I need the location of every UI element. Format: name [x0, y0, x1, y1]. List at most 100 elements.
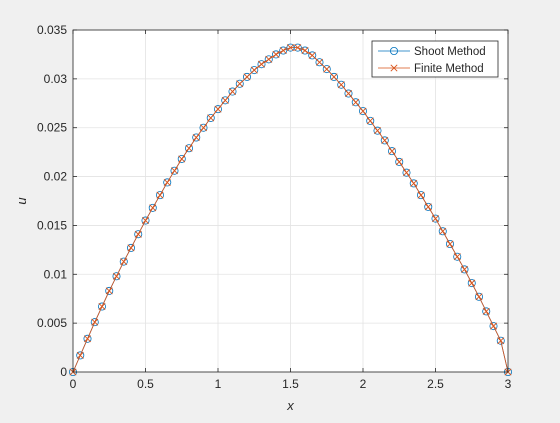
data-point [76, 351, 85, 360]
data-point [213, 105, 222, 114]
x-marker-stroke [388, 147, 396, 155]
x-marker-stroke [141, 217, 150, 225]
x-marker-stroke [330, 73, 338, 81]
x-marker-stroke [424, 203, 432, 211]
y-tick-label: 0.035 [37, 23, 67, 37]
x-marker-stroke [460, 265, 469, 273]
x-marker-stroke [127, 244, 135, 252]
x-marker-stroke [76, 351, 84, 359]
data-point [366, 117, 374, 125]
x-marker-stroke [453, 253, 461, 261]
x-marker-stroke [207, 114, 215, 122]
data-point [482, 307, 490, 315]
data-point [155, 191, 164, 200]
x-marker-stroke [120, 258, 128, 266]
data-point [395, 158, 403, 166]
data-point [315, 58, 324, 67]
legend-box [371, 40, 499, 78]
data-point [185, 144, 193, 152]
data-point [156, 191, 164, 199]
axis-ticks: 0 0.5 1 1.5 2 2.5 3 0 0.005 0.01 0.015 0.02 0.025 0.0… [37, 23, 512, 391]
data-point [402, 168, 411, 177]
data-point [134, 230, 143, 239]
data-point [322, 65, 331, 74]
x-marker-stroke [178, 155, 186, 163]
data-point [134, 230, 142, 238]
data-point [380, 136, 389, 145]
data-point [83, 335, 92, 343]
y-tick-label: 0.015 [37, 218, 67, 232]
data-point [438, 227, 447, 236]
legend-item: Finite Method [378, 63, 484, 75]
data-point [257, 60, 266, 68]
data-point [148, 203, 157, 212]
x-marker-stroke [279, 47, 287, 55]
data-point [105, 287, 113, 295]
data-point [308, 51, 317, 60]
x-marker-stroke [489, 322, 498, 330]
x-marker-stroke [410, 179, 418, 187]
x-marker-stroke [390, 64, 398, 72]
data-point [98, 303, 106, 311]
x-marker-stroke [323, 65, 331, 73]
x-tick-label: 2.5 [427, 377, 444, 391]
legend-marker [390, 64, 398, 72]
data-point [337, 81, 345, 89]
x-marker-stroke [199, 124, 208, 132]
x-marker-stroke [214, 105, 222, 113]
data-point [206, 113, 215, 122]
data-point [344, 89, 353, 98]
x-marker-stroke [192, 133, 200, 142]
x-tick-label: 0 [70, 377, 77, 391]
data-point [468, 279, 476, 287]
data-point [352, 98, 360, 106]
data-point [149, 204, 157, 212]
data-point [496, 336, 505, 345]
x-marker-stroke [381, 136, 389, 144]
data-point [250, 66, 258, 74]
legend-label: Finite Method [414, 63, 484, 75]
x-marker-stroke [185, 144, 193, 152]
x-marker-stroke [431, 215, 440, 223]
x-marker-stroke [475, 293, 483, 301]
data-point [127, 244, 135, 252]
x-marker-stroke [265, 55, 273, 63]
y-tick-label: 0.02 [44, 170, 68, 184]
x-marker-stroke [272, 50, 280, 58]
data-point [163, 178, 172, 187]
data-point [112, 272, 121, 281]
data-point [489, 322, 498, 331]
data-point [236, 80, 244, 88]
data-point [323, 65, 331, 73]
x-axis-label: x [286, 398, 294, 413]
data-point [264, 55, 273, 64]
x-marker-stroke [83, 335, 92, 343]
data-point [460, 265, 469, 273]
x-marker-stroke [373, 127, 382, 135]
x-marker-stroke [112, 272, 121, 280]
data-point [475, 293, 483, 301]
data-point [286, 44, 295, 52]
data-point [120, 258, 128, 266]
y-axis-label: u [14, 197, 29, 204]
data-point [141, 216, 150, 225]
data-point [83, 334, 92, 343]
x-marker-stroke [417, 191, 425, 199]
data-point [127, 243, 136, 252]
data-point [242, 72, 251, 81]
data-point [177, 154, 186, 163]
x-marker-stroke [315, 58, 324, 66]
legend-marker [389, 47, 398, 56]
x-marker-stroke [308, 51, 316, 59]
data-point [315, 58, 324, 66]
data-point [199, 124, 208, 132]
data-point [489, 322, 498, 330]
data-point [221, 96, 230, 105]
data-point [395, 157, 404, 166]
data-point [257, 60, 266, 69]
data-point [272, 50, 280, 58]
x-tick-label: 1 [215, 377, 222, 391]
data-point [497, 337, 505, 345]
data-point [453, 253, 461, 261]
data-point [410, 179, 418, 187]
